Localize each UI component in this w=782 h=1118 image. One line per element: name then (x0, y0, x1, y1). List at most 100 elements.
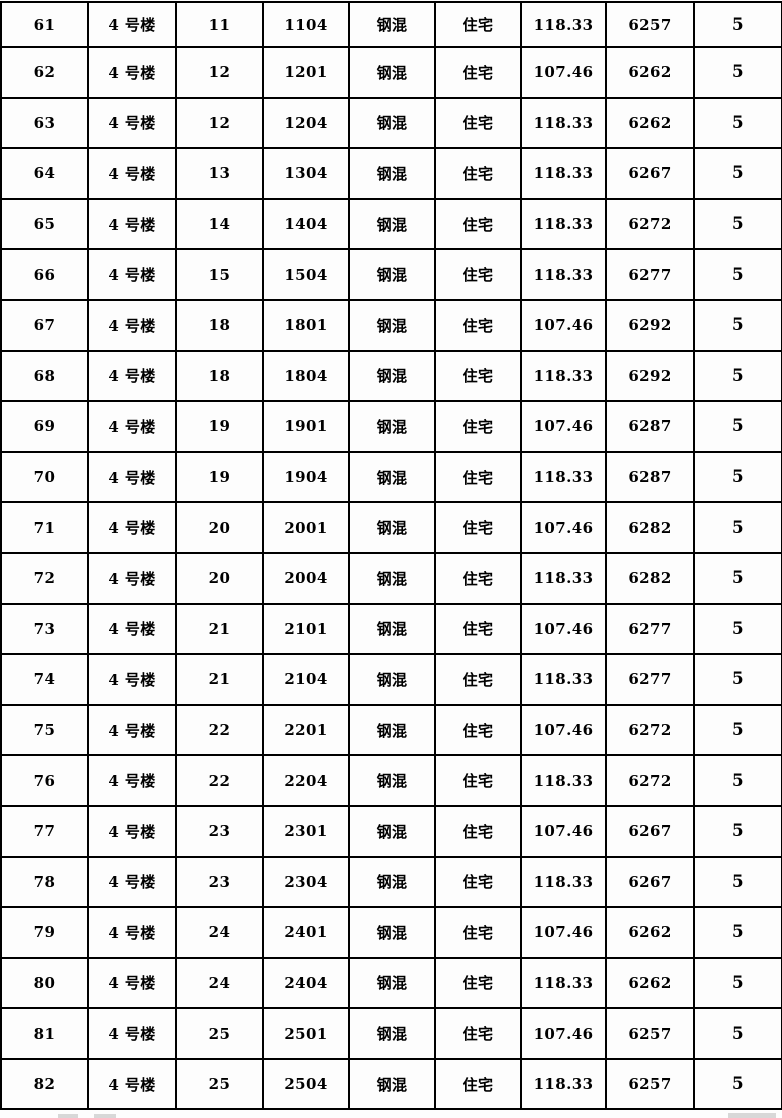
table-cell: 6267 (605, 804, 695, 858)
table-cell: 钢混 (348, 96, 436, 150)
table-row: 65 4 号楼 14 1404 钢混 住宅 118.33 6272 5 (0, 197, 782, 251)
table-cell: 2301 (262, 804, 350, 858)
table-row: 81 4 号楼 25 2501 钢混 住宅 107.46 6257 5 (0, 1007, 782, 1060)
table-cell: 2501 (262, 1007, 350, 1060)
table-row: 77 4 号楼 23 2301 钢混 住宅 107.46 6267 5 (0, 804, 782, 858)
table-cell: 钢混 (348, 602, 436, 656)
table-cell: 118.33 (520, 349, 607, 403)
table-cell: 住宅 (434, 855, 522, 909)
table-cell: 6257 (605, 1, 695, 48)
table-cell: 6257 (605, 1057, 695, 1111)
table-cell: 6277 (605, 602, 695, 656)
table-cell: 2304 (262, 855, 350, 909)
table-cell: 62 (0, 46, 89, 99)
table-cell: 1104 (262, 1, 350, 48)
table-cell: 2001 (262, 501, 350, 554)
table-cell: 钢混 (348, 551, 436, 605)
table-cell: 5 (693, 653, 782, 706)
table-cell: 钢混 (348, 703, 436, 757)
table-cell: 20 (175, 501, 264, 554)
table-cell: 6292 (605, 349, 695, 403)
table-cell: 住宅 (434, 956, 522, 1010)
table-cell: 住宅 (434, 1057, 522, 1111)
table-cell: 住宅 (434, 1, 522, 48)
table-cell: 22 (175, 754, 264, 807)
partial-next-row-artifact (58, 1114, 78, 1118)
table-cell: 18 (175, 349, 264, 403)
table-cell: 钢混 (348, 906, 436, 959)
table-row: 79 4 号楼 24 2401 钢混 住宅 107.46 6262 5 (0, 906, 782, 959)
table-cell: 4 号楼 (87, 450, 177, 504)
table-cell: 6272 (605, 197, 695, 251)
table-cell: 21 (175, 653, 264, 706)
table-row: 66 4 号楼 15 1504 钢混 住宅 118.33 6277 5 (0, 248, 782, 301)
table-cell: 107.46 (520, 46, 607, 99)
table-cell: 69 (0, 400, 89, 453)
table-cell: 11 (175, 1, 264, 48)
table-cell: 25 (175, 1057, 264, 1111)
table-cell: 住宅 (434, 46, 522, 99)
table-cell: 钢混 (348, 349, 436, 403)
table-cell: 2101 (262, 602, 350, 656)
table-cell: 25 (175, 1007, 264, 1060)
table-cell: 12 (175, 46, 264, 99)
table-cell: 107.46 (520, 804, 607, 858)
table-cell: 4 号楼 (87, 1057, 177, 1111)
table-cell: 5 (693, 147, 782, 200)
table-cell: 住宅 (434, 298, 522, 352)
table-cell: 钢混 (348, 147, 436, 200)
table-cell: 住宅 (434, 906, 522, 959)
table-cell: 住宅 (434, 703, 522, 757)
table-cell: 2404 (262, 956, 350, 1010)
table-cell: 18 (175, 298, 264, 352)
table-cell: 118.33 (520, 197, 607, 251)
table-cell: 住宅 (434, 1007, 522, 1060)
table-cell: 74 (0, 653, 89, 706)
table-cell: 118.33 (520, 1, 607, 48)
table-cell: 5 (693, 551, 782, 605)
table-cell: 70 (0, 450, 89, 504)
table-cell: 67 (0, 298, 89, 352)
table-cell: 住宅 (434, 450, 522, 504)
table-cell: 5 (693, 96, 782, 150)
table-row: 64 4 号楼 13 1304 钢混 住宅 118.33 6267 5 (0, 147, 782, 200)
table-cell: 65 (0, 197, 89, 251)
table-cell: 107.46 (520, 703, 607, 757)
table-cell: 5 (693, 248, 782, 301)
table-cell: 钢混 (348, 855, 436, 909)
table-cell: 78 (0, 855, 89, 909)
table-cell: 住宅 (434, 804, 522, 858)
table-cell: 住宅 (434, 349, 522, 403)
table-cell: 6287 (605, 400, 695, 453)
table-cell: 22 (175, 703, 264, 757)
table-cell: 118.33 (520, 956, 607, 1010)
table-cell: 6267 (605, 147, 695, 200)
table-cell: 5 (693, 602, 782, 656)
table-cell: 5 (693, 804, 782, 858)
table-cell: 72 (0, 551, 89, 605)
table-cell: 13 (175, 147, 264, 200)
table-cell: 钢混 (348, 450, 436, 504)
table-cell: 6277 (605, 248, 695, 301)
table-cell: 61 (0, 1, 89, 48)
table-cell: 23 (175, 804, 264, 858)
table-cell: 4 号楼 (87, 653, 177, 706)
table-cell: 钢混 (348, 1057, 436, 1111)
table-row: 71 4 号楼 20 2001 钢混 住宅 107.46 6282 5 (0, 501, 782, 554)
table-cell: 82 (0, 1057, 89, 1111)
table-cell: 5 (693, 754, 782, 807)
table-cell: 1504 (262, 248, 350, 301)
table-cell: 4 号楼 (87, 147, 177, 200)
table-cell: 4 号楼 (87, 248, 177, 301)
table-cell: 6267 (605, 855, 695, 909)
table-cell: 4 号楼 (87, 349, 177, 403)
table-cell: 118.33 (520, 551, 607, 605)
table-cell: 4 号楼 (87, 298, 177, 352)
table-cell: 14 (175, 197, 264, 251)
partial-next-row-artifact (94, 1114, 116, 1118)
table-cell: 118.33 (520, 653, 607, 706)
table-cell: 73 (0, 602, 89, 656)
table-row: 62 4 号楼 12 1201 钢混 住宅 107.46 6262 5 (0, 46, 782, 99)
